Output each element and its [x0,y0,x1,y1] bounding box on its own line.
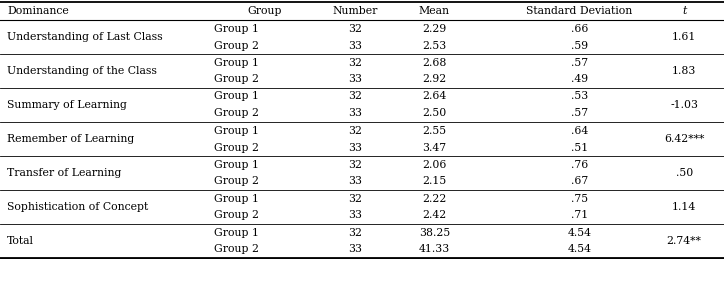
Text: 33: 33 [348,211,362,221]
Text: 2.22: 2.22 [422,194,447,203]
Text: Standard Deviation: Standard Deviation [526,6,632,16]
Text: 2.06: 2.06 [422,160,447,170]
Text: Group 2: Group 2 [214,245,258,255]
Text: Group 2: Group 2 [214,40,258,50]
Text: Dominance: Dominance [7,6,69,16]
Text: Group 2: Group 2 [214,74,258,84]
Text: .59: .59 [571,40,588,50]
Text: 32: 32 [348,125,362,135]
Text: Group 1: Group 1 [214,194,258,203]
Text: 1.14: 1.14 [672,202,696,212]
Text: 1.83: 1.83 [672,66,696,76]
Text: 33: 33 [348,142,362,152]
Text: 2.68: 2.68 [422,58,447,68]
Text: Group 1: Group 1 [214,91,258,101]
Text: Understanding of Last Class: Understanding of Last Class [7,32,163,42]
Text: 33: 33 [348,74,362,84]
Text: Number: Number [332,6,377,16]
Text: 4.54: 4.54 [567,245,592,255]
Text: Group: Group [247,6,282,16]
Text: 41.33: 41.33 [418,245,450,255]
Text: 2.50: 2.50 [422,109,447,119]
Text: .75: .75 [571,194,588,203]
Text: 2.55: 2.55 [422,125,447,135]
Text: 2.74**: 2.74** [667,236,702,246]
Text: 32: 32 [348,91,362,101]
Text: 33: 33 [348,245,362,255]
Text: 32: 32 [348,227,362,237]
Text: .76: .76 [571,160,588,170]
Text: .64: .64 [571,125,588,135]
Text: .71: .71 [571,211,588,221]
Text: 32: 32 [348,58,362,68]
Text: Remember of Learning: Remember of Learning [7,134,135,144]
Text: Group 2: Group 2 [214,211,258,221]
Text: -1.03: -1.03 [670,100,698,110]
Text: 4.54: 4.54 [567,227,592,237]
Text: .66: .66 [571,23,588,34]
Text: t: t [682,6,686,16]
Text: Group 1: Group 1 [214,23,258,34]
Text: 32: 32 [348,194,362,203]
Text: Transfer of Learning: Transfer of Learning [7,168,122,178]
Text: Group 1: Group 1 [214,160,258,170]
Text: Group 2: Group 2 [214,142,258,152]
Text: Sophistication of Concept: Sophistication of Concept [7,202,148,212]
Text: Mean: Mean [419,6,450,16]
Text: Group 1: Group 1 [214,227,258,237]
Text: 32: 32 [348,23,362,34]
Text: .49: .49 [571,74,588,84]
Text: .50: .50 [675,168,693,178]
Text: 2.15: 2.15 [422,176,447,186]
Text: .57: .57 [571,58,588,68]
Text: Summary of Learning: Summary of Learning [7,100,127,110]
Text: .53: .53 [571,91,588,101]
Text: 33: 33 [348,109,362,119]
Text: .51: .51 [571,142,588,152]
Text: Understanding of the Class: Understanding of the Class [7,66,157,76]
Text: 2.53: 2.53 [422,40,447,50]
Text: 2.42: 2.42 [422,211,447,221]
Text: 2.29: 2.29 [422,23,447,34]
Text: Group 2: Group 2 [214,176,258,186]
Text: Group 2: Group 2 [214,109,258,119]
Text: 2.64: 2.64 [422,91,447,101]
Text: 32: 32 [348,160,362,170]
Text: 38.25: 38.25 [418,227,450,237]
Text: 3.47: 3.47 [422,142,447,152]
Text: 6.42***: 6.42*** [664,134,704,144]
Text: Total: Total [7,236,34,246]
Text: 33: 33 [348,40,362,50]
Text: Group 1: Group 1 [214,125,258,135]
Text: 1.61: 1.61 [672,32,696,42]
Text: 2.92: 2.92 [422,74,447,84]
Text: Group 1: Group 1 [214,58,258,68]
Text: .67: .67 [571,176,588,186]
Text: 33: 33 [348,176,362,186]
Text: .57: .57 [571,109,588,119]
